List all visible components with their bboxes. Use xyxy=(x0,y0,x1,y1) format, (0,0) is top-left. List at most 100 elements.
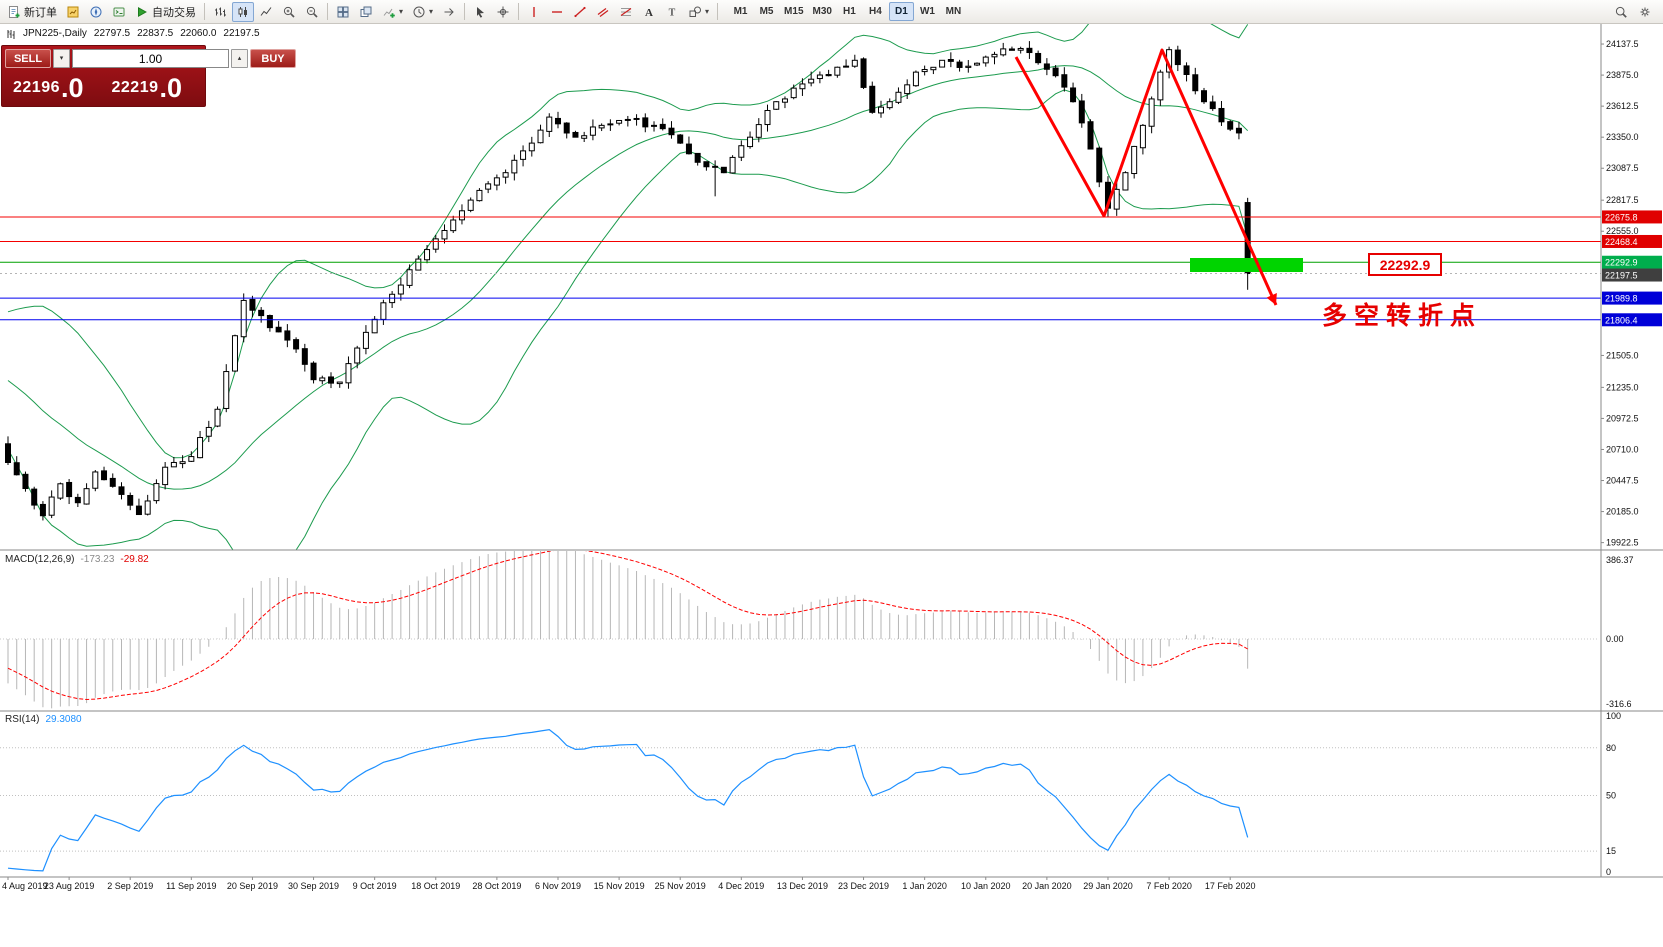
new-order-label: 新订单 xyxy=(24,6,57,19)
macd-signal-value: -29.82 xyxy=(120,554,149,565)
timeframe-w1[interactable]: W1 xyxy=(915,2,940,21)
line-chart-button[interactable] xyxy=(255,2,277,22)
horizontal-level-lines[interactable] xyxy=(0,216,1601,321)
volume-input[interactable] xyxy=(72,49,229,68)
svg-text:29 Jan 2020: 29 Jan 2020 xyxy=(1083,881,1133,891)
crosshair-icon xyxy=(497,6,509,17)
svg-text:21235.0: 21235.0 xyxy=(1606,382,1639,392)
chevron-down-icon: ▾ xyxy=(429,6,434,16)
macd-name: MACD(12,26,9) xyxy=(5,554,75,565)
svg-text:1 Jan 2020: 1 Jan 2020 xyxy=(902,881,947,891)
buy-button[interactable]: BUY xyxy=(250,49,296,68)
timeframe-h4[interactable]: H4 xyxy=(863,2,888,21)
text-label-button[interactable]: T xyxy=(661,2,683,22)
timeframe-m1[interactable]: M1 xyxy=(728,2,753,21)
timeframe-d1[interactable]: D1 xyxy=(888,2,914,21)
svg-text:22468.4: 22468.4 xyxy=(1605,237,1638,247)
sell-button[interactable]: SELL xyxy=(5,49,51,68)
open-value: 22797.5 xyxy=(93,28,131,39)
price-axis[interactable]: 24137.5 23875.0 23612.5 23350.0 23087.5 22817… xyxy=(1601,39,1662,877)
volume-increase-button[interactable]: ▴ xyxy=(231,49,248,68)
price-pane xyxy=(5,24,1251,550)
tile-windows-button[interactable] xyxy=(332,2,354,22)
svg-text:386.37: 386.37 xyxy=(1606,555,1634,565)
timeframe-m30[interactable]: M30 xyxy=(809,2,836,21)
chart-area: 24137.5 23875.0 23612.5 23350.0 23087.5 22817… xyxy=(0,24,1663,947)
vertical-line-button[interactable] xyxy=(523,2,545,22)
fibonacci-button[interactable] xyxy=(615,2,637,22)
svg-text:80: 80 xyxy=(1606,743,1616,753)
svg-text:21989.8: 21989.8 xyxy=(1605,294,1638,304)
svg-text:-316.6: -316.6 xyxy=(1606,699,1632,709)
svg-text:21505.0: 21505.0 xyxy=(1606,350,1639,360)
search-icon xyxy=(1615,6,1627,18)
chevron-down-icon: ▾ xyxy=(399,6,404,16)
horizontal-line-button[interactable] xyxy=(546,2,568,22)
buy-price-pips: .0 xyxy=(159,73,183,103)
terminal-button[interactable] xyxy=(108,2,130,22)
svg-text:20710.0: 20710.0 xyxy=(1606,444,1639,454)
svg-text:20 Jan 2020: 20 Jan 2020 xyxy=(1022,881,1072,891)
indicators-icon xyxy=(383,8,395,18)
chart-canvas[interactable]: 24137.5 23875.0 23612.5 23350.0 23087.5 22817… xyxy=(0,24,1663,947)
cursor-button[interactable] xyxy=(469,2,491,22)
channel-button[interactable] xyxy=(592,2,614,22)
cascade-windows-button[interactable] xyxy=(355,2,377,22)
svg-text:23612.5: 23612.5 xyxy=(1606,101,1639,111)
indicators-button[interactable]: ▾ xyxy=(378,2,407,22)
zoom-out-button[interactable] xyxy=(301,2,323,22)
new-order-button[interactable]: 新订单 xyxy=(3,2,61,22)
high-value: 22837.5 xyxy=(137,28,174,39)
trendline-button[interactable] xyxy=(569,2,591,22)
autotrading-button[interactable]: 自动交易 xyxy=(131,2,200,22)
sell-price[interactable]: 22196 .0 xyxy=(5,73,104,103)
svg-text:11 Sep 2019: 11 Sep 2019 xyxy=(166,881,216,891)
timeframe-m5[interactable]: M5 xyxy=(754,2,779,21)
timeframe-m15[interactable]: M15 xyxy=(780,2,807,21)
timeframe-mn[interactable]: MN xyxy=(941,2,966,21)
fibonacci-icon xyxy=(620,7,632,16)
bar-chart-icon xyxy=(215,7,226,16)
shapes-button[interactable]: ▾ xyxy=(684,2,713,22)
navigator-button[interactable] xyxy=(85,2,107,22)
period-button[interactable]: ▾ xyxy=(408,2,437,22)
market-watch-button[interactable] xyxy=(62,2,84,22)
svg-text:T: T xyxy=(669,7,676,18)
text-button[interactable]: A xyxy=(638,2,660,22)
svg-text:22817.5: 22817.5 xyxy=(1606,195,1639,205)
terminal-icon xyxy=(113,7,125,16)
svg-text:50: 50 xyxy=(1606,791,1616,801)
svg-text:0: 0 xyxy=(1606,867,1611,877)
bollinger-upper-band xyxy=(7,24,1249,459)
timeframe-h1[interactable]: H1 xyxy=(837,2,862,21)
candlestick-chart-button[interactable] xyxy=(232,1,254,22)
chart-icon xyxy=(7,29,15,39)
cursor-icon xyxy=(477,6,485,18)
zoom-out-icon xyxy=(306,6,318,18)
buy-price[interactable]: 22219 .0 xyxy=(104,73,203,103)
candles xyxy=(5,41,1251,521)
settings-button[interactable] xyxy=(1634,2,1656,22)
trend-arrow[interactable] xyxy=(1014,48,1278,306)
volume-decrease-button[interactable]: ▾ xyxy=(53,49,70,68)
svg-text:28 Oct 2019: 28 Oct 2019 xyxy=(472,881,521,891)
svg-text:100: 100 xyxy=(1606,711,1621,721)
svg-text:30 Sep 2019: 30 Sep 2019 xyxy=(288,881,339,891)
vertical-line-icon xyxy=(533,6,535,17)
svg-text:23 Aug 2019: 23 Aug 2019 xyxy=(44,881,95,891)
price-badge: 22292.9 xyxy=(1602,255,1662,269)
sell-price-pips: .0 xyxy=(61,73,84,103)
bar-chart-button[interactable] xyxy=(209,2,231,22)
crosshair-button[interactable] xyxy=(492,2,514,22)
search-button[interactable] xyxy=(1610,2,1632,22)
svg-text:6 Nov 2019: 6 Nov 2019 xyxy=(535,881,581,891)
zoom-in-icon xyxy=(283,6,295,18)
svg-text:23 Dec 2019: 23 Dec 2019 xyxy=(838,881,889,891)
price-callout[interactable]: 22292.9 xyxy=(1368,253,1442,276)
zoom-in-button[interactable] xyxy=(278,2,300,22)
trend-arrow-head xyxy=(1266,293,1277,305)
highlight-rectangle[interactable] xyxy=(1190,258,1303,272)
chart-shift-button[interactable] xyxy=(438,2,460,22)
pivot-note-text[interactable]: 多空转折点 xyxy=(1322,301,1483,330)
